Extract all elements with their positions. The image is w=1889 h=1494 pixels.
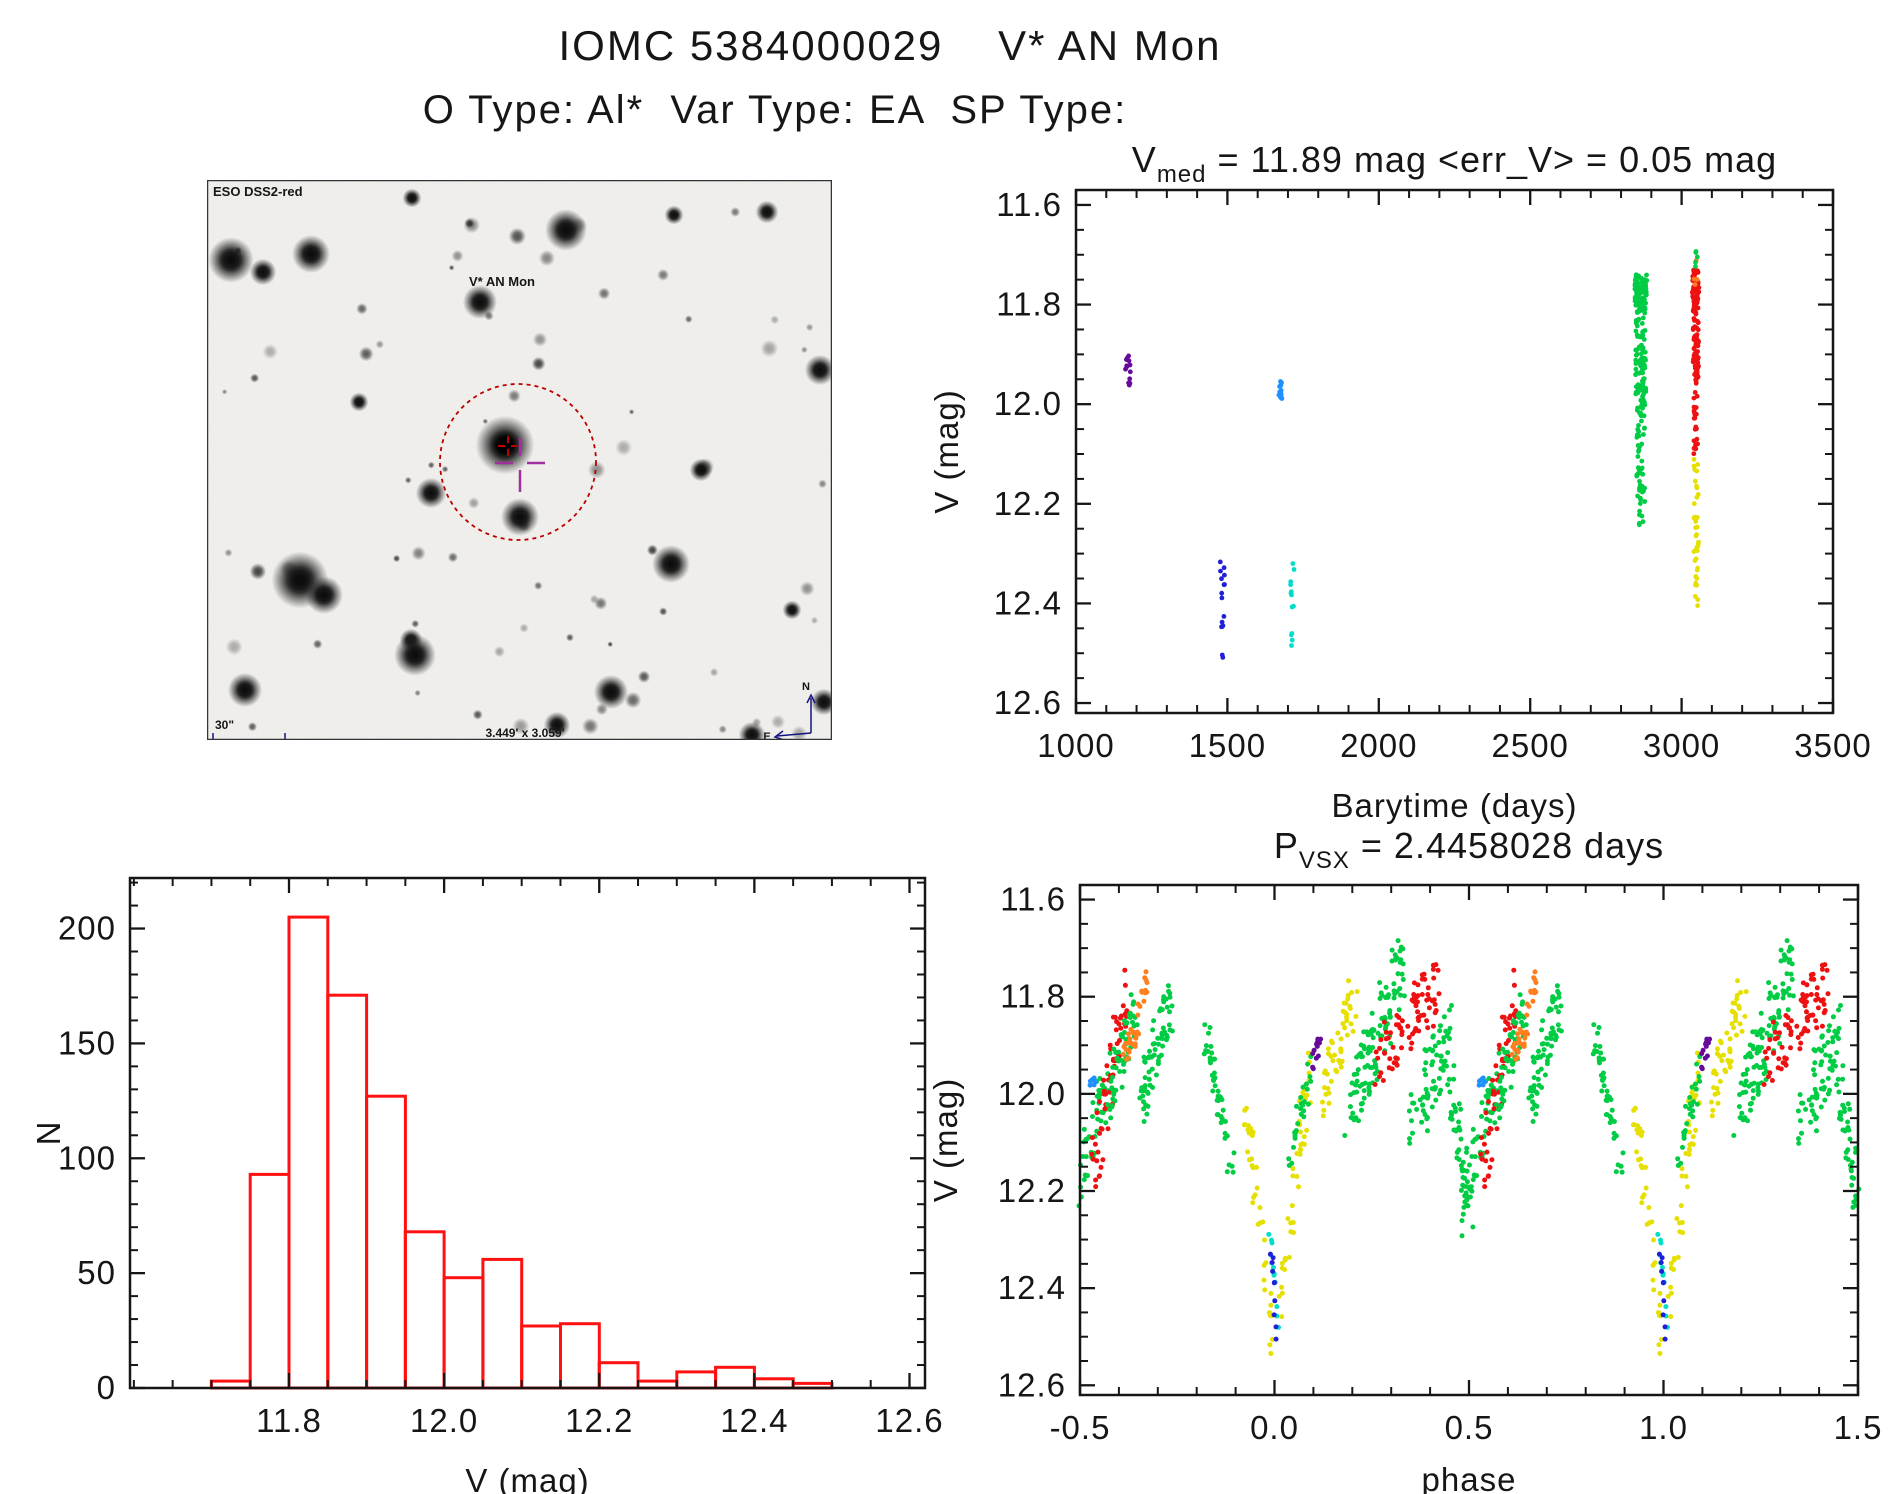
x-tick-label: 12.6: [875, 1402, 943, 1439]
finder-chart-svg: ESO DSS2-red V* AN Mon 30" 3.449' x 3.059' N…: [207, 180, 832, 740]
lightcurve-time-svg: 1000 1500 2000 2500 3000 3500 11.6 11.8 12.0 12.2…: [928, 140, 1871, 824]
x-tick-label: 1500: [1189, 727, 1266, 764]
y-tick-label: 12.6: [994, 684, 1062, 721]
y-tick-label: 11.6: [1000, 881, 1066, 918]
x-tick-label: 1000: [1037, 727, 1114, 764]
x-tick-label: 3000: [1643, 727, 1720, 764]
target-circle: [439, 383, 597, 541]
y-axis-label: N: [30, 1121, 67, 1146]
x-axis-label: V (mag): [465, 1462, 589, 1494]
x-tick-label: 1.5: [1834, 1409, 1883, 1446]
axes: -0.5 0.0 0.5 1.0 1.5 11.6 11.8 12.0 12.2 12.4 12.6: [998, 881, 1883, 1446]
y-axis-label: V (mag): [927, 1078, 964, 1202]
coordinate-crosshair: [495, 438, 545, 492]
scale-label: 30": [215, 718, 234, 732]
y-tick-label: 12.0: [994, 385, 1062, 422]
axes: 11.8 12.0 12.2 12.4 12.6 0 50 100 150 200: [58, 876, 943, 1439]
y-tick-label: 150: [58, 1024, 116, 1061]
compass-icon: [773, 693, 816, 740]
data-points: [1123, 249, 1702, 660]
y-tick-label: 12.2: [998, 1172, 1066, 1209]
target-cross-marker: [498, 436, 518, 456]
compass-north-label: N: [802, 681, 810, 693]
survey-label: ESO DSS2-red: [213, 184, 303, 199]
y-tick-label: 11.6: [996, 186, 1062, 223]
data-points: [1076, 938, 1862, 1356]
lightcurve-time-chart: 1000 1500 2000 2500 3000 3500 11.6 11.8 12.0 12.2…: [900, 140, 1889, 840]
page-title: IOMC 5384000029 V* AN Mon: [558, 22, 1222, 69]
lightcurve-phase-svg: -0.5 0.0 0.5 1.0 1.5 11.6 11.8 12.0 12.2 12.4 12.6…: [927, 825, 1883, 1494]
y-tick-label: 12.6: [998, 1366, 1066, 1403]
histogram-svg: 11.8 12.0 12.2 12.4 12.6 0 50 100 150 200 V (mag) N: [30, 876, 943, 1494]
x-axis-label: Barytime (days): [1331, 787, 1577, 824]
x-tick-label: 3500: [1794, 727, 1871, 764]
x-tick-label: 1.0: [1639, 1409, 1688, 1446]
y-tick-label: 100: [58, 1139, 116, 1176]
x-tick-label: 0.0: [1250, 1409, 1299, 1446]
y-tick-label: 0: [97, 1369, 116, 1406]
y-axis-label: V (mag): [928, 389, 965, 513]
y-tick-label: 200: [58, 910, 116, 947]
chart-title: Vmed = 11.89 mag <err_V> = 0.05 mag: [1132, 140, 1777, 188]
magnitude-histogram-chart: 11.8 12.0 12.2 12.4 12.6 0 50 100 150 200 V (mag) N: [20, 848, 980, 1494]
y-tick-label: 50: [77, 1254, 116, 1291]
target-label: V* AN Mon: [469, 274, 535, 289]
fov-label: 3.449' x 3.059': [485, 726, 564, 740]
x-axis-label: phase: [1422, 1461, 1517, 1494]
page-subtitle: O Type: Al* Var Type: EA SP Type:: [422, 88, 1128, 132]
x-tick-label: 11.8: [256, 1402, 322, 1439]
y-tick-label: 12.2: [994, 485, 1062, 522]
x-tick-label: -0.5: [1050, 1409, 1111, 1446]
y-tick-label: 12.4: [998, 1269, 1066, 1306]
axes: 1000 1500 2000 2500 3000 3500 11.6 11.8 12.0 12.2…: [994, 186, 1871, 764]
x-tick-label: 2500: [1491, 727, 1568, 764]
y-tick-label: 11.8: [1000, 978, 1066, 1015]
finder-chart-image: ESO DSS2-red V* AN Mon 30" 3.449' x 3.059' N…: [207, 180, 832, 740]
image-border: [207, 180, 832, 740]
histogram-bars: [209, 915, 834, 1390]
x-tick-label: 0.5: [1445, 1409, 1494, 1446]
bright-stars: [208, 188, 832, 740]
chart-title: PVSX = 2.4458028 days: [1274, 825, 1664, 874]
x-tick-label: 12.4: [720, 1402, 788, 1439]
x-tick-label: 12.2: [565, 1402, 633, 1439]
y-tick-label: 12.4: [994, 584, 1062, 621]
lightcurve-phase-chart: -0.5 0.0 0.5 1.0 1.5 11.6 11.8 12.0 12.2 12.4 12.6…: [900, 818, 1889, 1494]
x-tick-label: 12.0: [410, 1402, 478, 1439]
y-tick-label: 12.0: [998, 1075, 1066, 1112]
compass-east-label: E: [763, 731, 770, 740]
x-tick-label: 2000: [1340, 727, 1417, 764]
y-tick-label: 11.8: [996, 286, 1062, 323]
